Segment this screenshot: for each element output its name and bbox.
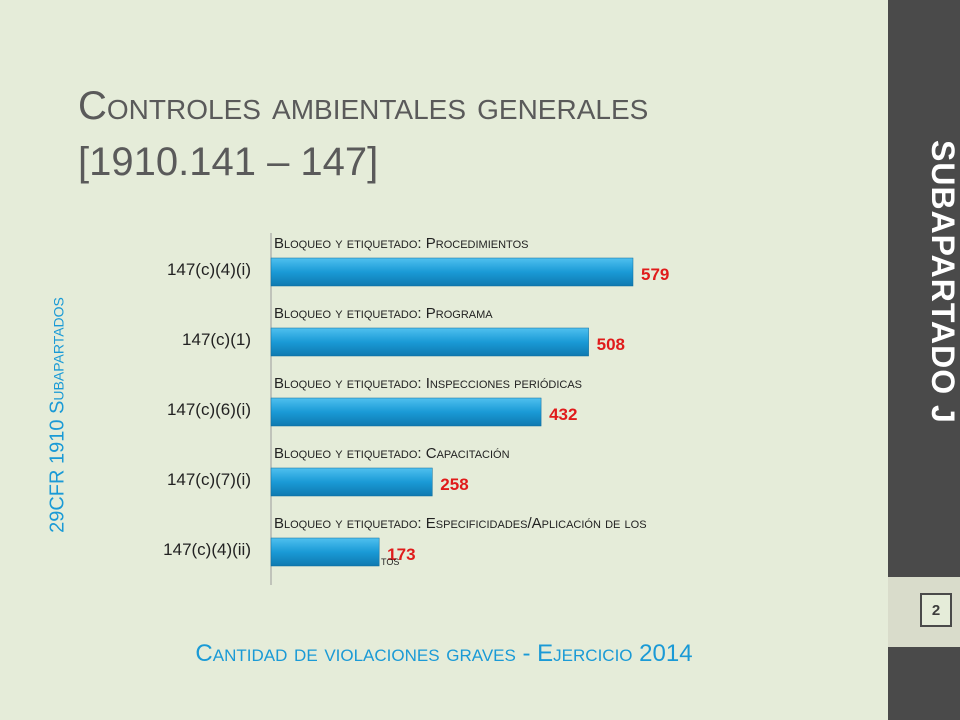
bar-annotation: Bloqueo y etiquetado: Programa [274,305,493,322]
bar-annotation: Bloqueo y etiquetado: Inspecciones perió… [274,375,582,392]
chart-footer: Cantidad de violaciones graves - Ejercic… [195,640,693,667]
value-label: 579 [641,265,669,284]
category-label: 147(c)(4)(ii) [163,540,251,559]
side-title: SUBAPARTADO J [925,140,960,424]
annotation-overflow-fragment: tos [381,553,399,568]
bar [270,467,433,497]
category-label: 147(c)(6)(i) [167,400,251,419]
title-line-1: Controles ambientales generales [78,84,649,128]
page-title: Controles ambientales generales [1910.14… [78,78,858,190]
category-label: 147(c)(4)(i) [167,260,251,279]
bar-chart: Bloqueo y etiquetado: Procedimientos 147(… [163,233,669,585]
bar-annotation: Bloqueo y etiquetado: Especificidades/Ap… [274,515,647,532]
page-number: 2 [920,593,952,627]
category-label: 147(c)(7)(i) [167,470,251,489]
value-label: 258 [440,475,468,494]
bar [270,327,589,357]
bar [270,257,634,287]
value-label: 508 [597,335,625,354]
title-line-2: [1910.141 – 147] [78,140,379,184]
value-label: 432 [549,405,577,424]
value-label: 173 [387,545,415,564]
bar-annotation: Bloqueo y etiquetado: Procedimientos [274,235,528,252]
bar [270,397,542,427]
bar [270,537,380,567]
bar-annotation: Bloqueo y etiquetado: Capacitación [274,445,510,462]
category-label: 147(c)(1) [182,330,251,349]
